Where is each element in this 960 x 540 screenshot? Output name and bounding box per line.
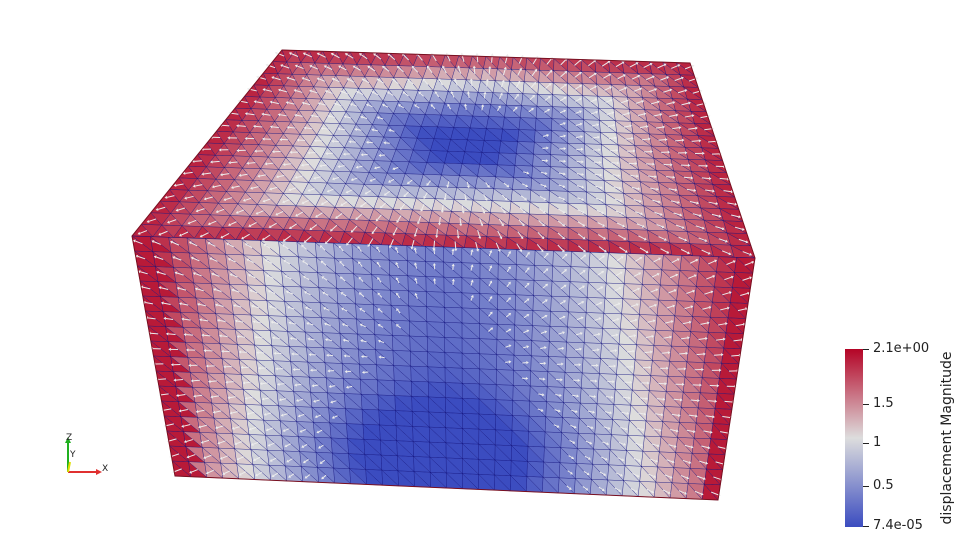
colorbar-tick-label: 0.5 bbox=[873, 478, 894, 493]
colorbar-tick bbox=[863, 404, 869, 405]
colorbar-tick-label: 1.5 bbox=[873, 396, 894, 411]
colorbar-tick bbox=[863, 526, 869, 527]
axis-z-label: Z bbox=[66, 433, 73, 443]
colorbar-min-label: 7.4e-05 bbox=[873, 518, 923, 533]
colorbar-tick bbox=[863, 443, 869, 444]
colorbar-tick bbox=[863, 349, 869, 350]
orientation-axes-widget: Z Y X bbox=[60, 432, 116, 482]
axis-x-label: X bbox=[102, 464, 109, 474]
box-outline bbox=[131, 49, 756, 501]
colorbar-gradient bbox=[845, 349, 863, 527]
axis-y-label: Y bbox=[70, 450, 76, 460]
colorbar-title: displacement Magnitude bbox=[939, 351, 955, 525]
top-displacement-arrows bbox=[137, 51, 753, 256]
colorbar-tick bbox=[863, 486, 869, 487]
axes-icon bbox=[65, 437, 102, 475]
colorbar-max-label: 2.1e+00 bbox=[873, 341, 930, 356]
front-displacement-arrows bbox=[132, 239, 755, 497]
colorbar-tick-label: 1 bbox=[873, 435, 882, 450]
